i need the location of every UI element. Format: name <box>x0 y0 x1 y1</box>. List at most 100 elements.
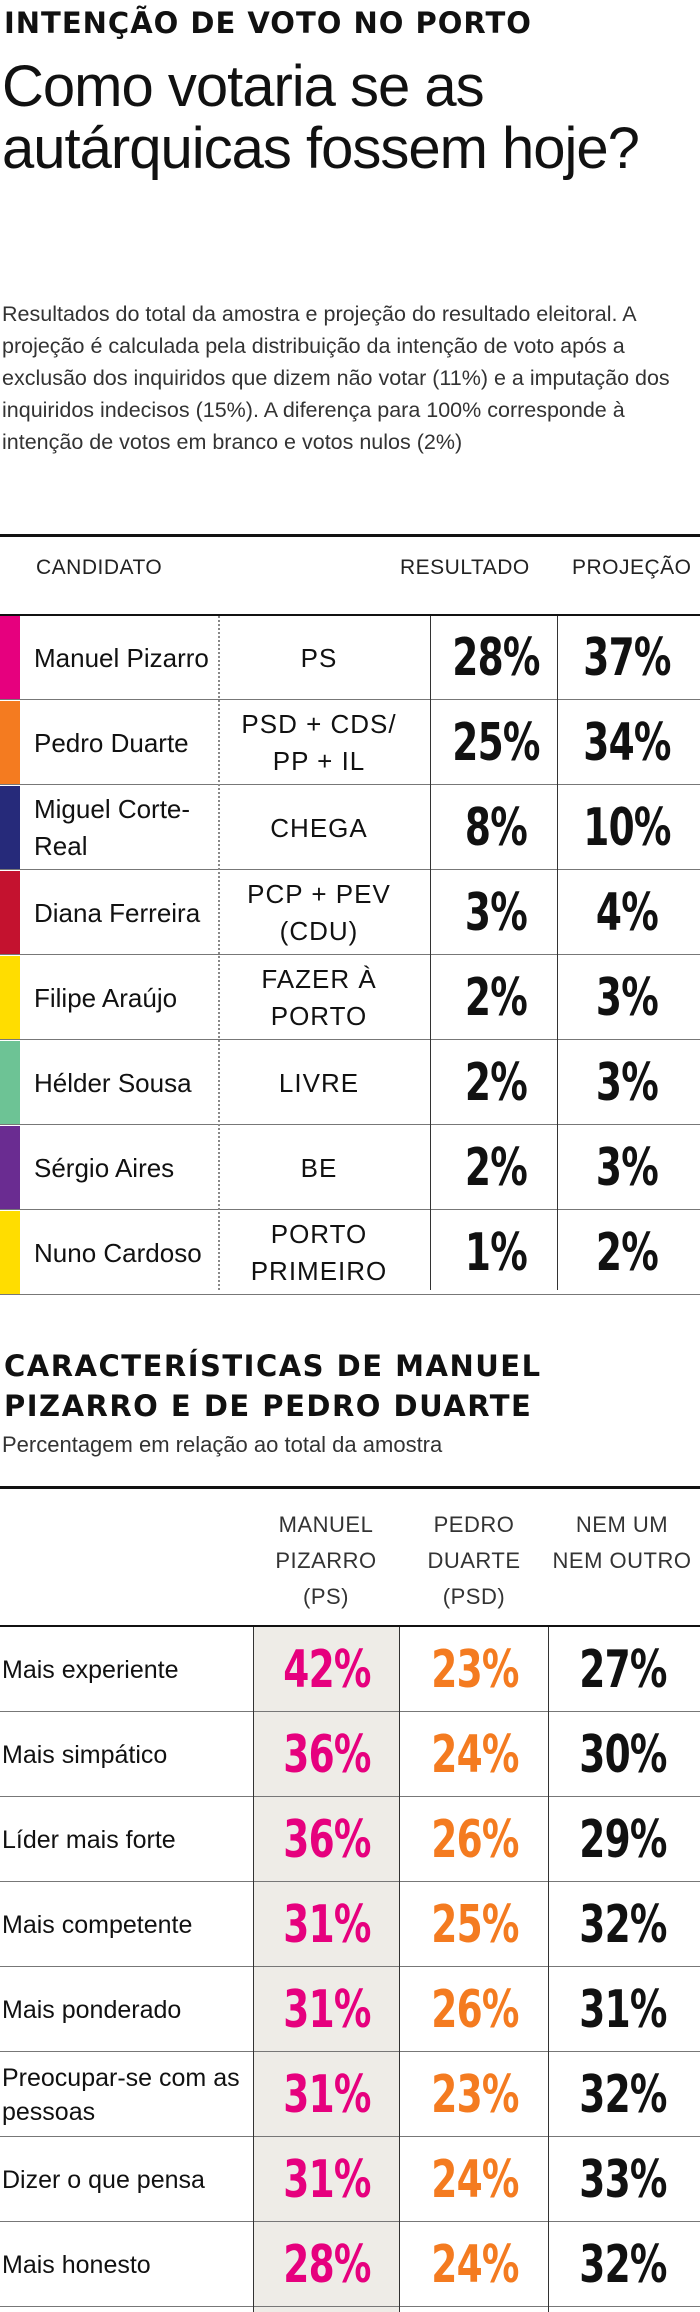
trait-row: Mais ponderado 31% 26% 31% <box>0 1967 700 2052</box>
row-separator <box>0 1039 700 1040</box>
party-color-bar <box>0 1041 20 1125</box>
kicker: INTENÇÃO DE VOTO NO PORTO <box>4 6 532 40</box>
party-name: BE <box>300 1152 338 1183</box>
trait-row: Preocupar-se com as pessoas 31% 23% 32% <box>0 2052 700 2137</box>
party-color-bar <box>0 956 20 1040</box>
divider-duarte <box>399 1627 400 2312</box>
intro-text: Resultados do total da amostra e projeçã… <box>2 302 670 454</box>
projection-value: 37% <box>583 628 671 688</box>
duarte-value: 25% <box>431 1894 519 1955</box>
party-color-bar <box>0 1211 20 1295</box>
pizarro-value: 31% <box>283 2149 371 2210</box>
row-separator <box>0 1881 700 1882</box>
result-value: 2% <box>464 1138 528 1198</box>
candidate-row: Sérgio Aires BE 2% 3% <box>0 1126 700 1210</box>
duarte-value: 24% <box>431 2234 519 2295</box>
pizarro-column-shade <box>253 1626 399 2312</box>
result-value: 1% <box>464 1223 528 1283</box>
projection-value: 4% <box>595 883 659 943</box>
projection-value: 2% <box>595 1223 659 1283</box>
divider-dotted <box>218 616 220 1290</box>
row-separator <box>0 1294 700 1295</box>
candidate-name: Manuel Pizarro <box>34 642 209 673</box>
party-name: LIVRE <box>278 1067 360 1098</box>
duarte-value: 24% <box>431 1724 519 1785</box>
party-name: FAZER À PORTO <box>261 964 377 1031</box>
result-value: 3% <box>464 883 528 943</box>
table-top-rule <box>0 534 700 537</box>
neither-value: 30% <box>579 1724 667 1785</box>
trait-row: Dizer o que pensa 31% 24% 33% <box>0 2137 700 2222</box>
divider-pizarro <box>253 1627 254 2312</box>
row-separator <box>0 1209 700 1210</box>
pizarro-value: 31% <box>283 1979 371 2040</box>
projection-value: 3% <box>595 1053 659 1113</box>
trait-label: Preocupar-se com as pessoas <box>2 2063 240 2126</box>
candidate-name: Miguel Corte-Real <box>34 794 191 861</box>
section-subtitle: Percentagem em relação ao total da amost… <box>2 1432 443 1457</box>
section-title: CARACTERÍSTICAS DE MANUEL PIZARRO E DE P… <box>4 1349 542 1423</box>
trait-row: Mais competente 31% 25% 32% <box>0 1882 700 1967</box>
pizarro-value: 31% <box>283 1894 371 1955</box>
row-separator <box>0 699 700 700</box>
divider-neither <box>548 1627 549 2312</box>
projection-value: 3% <box>595 1138 659 1198</box>
divider-result <box>430 616 431 1290</box>
candidate-row: Pedro Duarte PSD + CDS/ PP + IL 25% 34% <box>0 701 700 785</box>
candidate-name: Filipe Araújo <box>34 982 178 1013</box>
candidate-name: Nuno Cardoso <box>34 1237 202 1268</box>
pizarro-value: 31% <box>283 2064 371 2125</box>
duarte-value: 24% <box>431 2149 519 2210</box>
party-color-bar <box>0 786 20 870</box>
candidate-row: Diana Ferreira PCP + PEV (CDU) 3% 4% <box>0 871 700 955</box>
col-header-projection: PROJEÇÃO <box>572 556 692 579</box>
projection-value: 3% <box>595 968 659 1028</box>
trait-label: Mais ponderado <box>2 1995 182 2024</box>
trait-label: Mais honesto <box>2 2250 151 2279</box>
row-separator <box>0 954 700 955</box>
row-separator <box>0 784 700 785</box>
row-separator <box>0 869 700 870</box>
col-header-pizarro: MANUEL PIZARRO (PS) <box>275 1512 377 1609</box>
result-value: 25% <box>452 713 540 773</box>
row-separator <box>0 2051 700 2052</box>
candidate-row: Manuel Pizarro PS 28% 37% <box>0 616 700 700</box>
row-separator <box>0 2221 700 2222</box>
result-value: 2% <box>464 1053 528 1113</box>
party-color-bar <box>0 871 20 955</box>
duarte-value: 23% <box>431 2064 519 2125</box>
row-separator <box>0 1966 700 1967</box>
party-name: PS <box>300 642 338 673</box>
party-name: PCP + PEV (CDU) <box>247 879 391 946</box>
candidate-row: Nuno Cardoso PORTO PRIMEIRO 1% 2% <box>0 1211 700 1295</box>
trait-label: Mais competente <box>2 1910 193 1939</box>
headline: Como votaria se as autárquicas fossem ho… <box>2 54 640 181</box>
table2-top-rule <box>0 1486 700 1489</box>
neither-value: 27% <box>579 1639 667 1700</box>
table2-header-rule <box>0 1625 700 1627</box>
row-separator <box>0 1124 700 1125</box>
result-value: 8% <box>464 798 528 858</box>
candidate-row: Miguel Corte-Real CHEGA 8% 10% <box>0 786 700 870</box>
trait-row: Líder mais forte 36% 26% 29% <box>0 1797 700 1882</box>
col-header-duarte: PEDRO DUARTE (PSD) <box>427 1512 521 1609</box>
candidate-name: Diana Ferreira <box>34 897 201 928</box>
pizarro-value: 28% <box>283 2234 371 2295</box>
neither-value: 32% <box>579 2064 667 2125</box>
result-value: 2% <box>464 968 528 1028</box>
projection-value: 34% <box>583 713 671 773</box>
row-separator <box>0 1796 700 1797</box>
trait-row: Mais experiente 42% 23% 27% <box>0 1627 700 1712</box>
pizarro-value: 36% <box>283 1809 371 1870</box>
neither-value: 32% <box>579 2234 667 2295</box>
trait-label: Líder mais forte <box>2 1825 176 1854</box>
trait-row: Mais simpático 36% 24% 30% <box>0 1712 700 1797</box>
pizarro-value: 36% <box>283 1724 371 1785</box>
duarte-value: 23% <box>431 1639 519 1700</box>
trait-label: Mais simpático <box>2 1740 168 1769</box>
col-header-result: RESULTADO <box>400 556 530 579</box>
neither-value: 29% <box>579 1809 667 1870</box>
neither-value: 32% <box>579 1894 667 1955</box>
result-value: 28% <box>452 628 540 688</box>
candidate-row: Hélder Sousa LIVRE 2% 3% <box>0 1041 700 1125</box>
